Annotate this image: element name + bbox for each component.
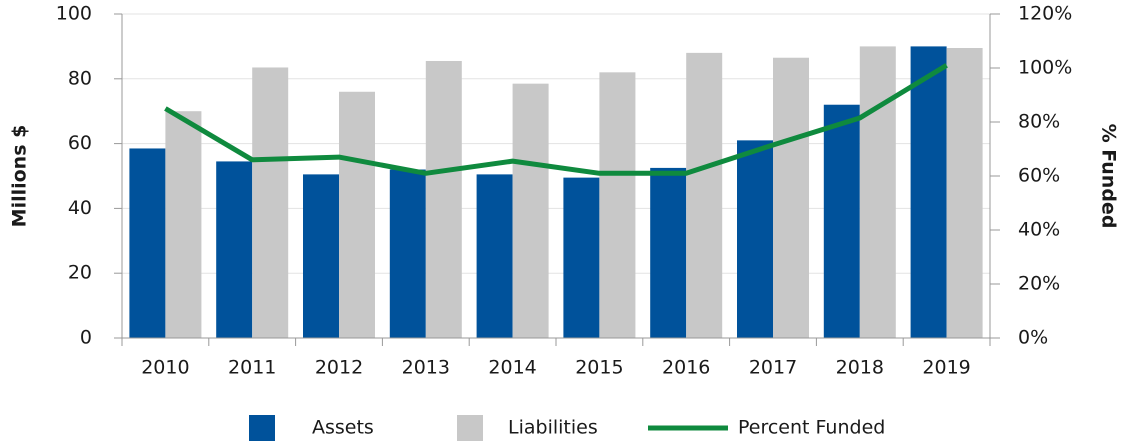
bar — [773, 57, 809, 339]
y2-tick-label: 0% — [1018, 327, 1048, 349]
bar — [737, 140, 773, 338]
y2-axis-title: % Funded — [1098, 124, 1120, 229]
y-tick-label: 20 — [68, 262, 92, 284]
x-tick-label: 2019 — [922, 357, 970, 379]
bar — [476, 174, 513, 338]
y-tick-label: 0 — [80, 327, 92, 349]
y-tick-label: 100 — [56, 3, 92, 25]
x-tick-label: 2012 — [315, 357, 363, 379]
y2-tick-label: 80% — [1018, 111, 1060, 133]
x-tick-label: 2014 — [488, 357, 536, 379]
bar — [946, 48, 983, 339]
bar — [823, 104, 860, 338]
legend-swatch — [249, 415, 275, 441]
bar — [563, 177, 600, 338]
y2-tick-label: 20% — [1018, 273, 1060, 295]
y2-tick-label: 60% — [1018, 165, 1060, 187]
bar — [129, 148, 166, 338]
bar — [599, 72, 636, 338]
y2-tick-label: 120% — [1018, 3, 1072, 25]
bar — [389, 169, 426, 338]
y-tick-label: 80 — [68, 67, 92, 89]
y-tick-label: 60 — [68, 132, 92, 154]
x-tick-label: 2011 — [228, 357, 276, 379]
bar — [650, 167, 687, 338]
bar — [910, 46, 947, 339]
bar — [252, 67, 289, 339]
y-tick-label: 40 — [68, 197, 92, 219]
bar — [216, 161, 253, 338]
legend-label: Liabilities — [508, 417, 598, 439]
y-axis-title: Millions $ — [9, 125, 31, 228]
x-tick-label: 2017 — [749, 357, 797, 379]
legend-label: Assets — [312, 417, 374, 439]
x-tick-label: 2016 — [662, 357, 710, 379]
y2-tick-label: 100% — [1018, 57, 1072, 79]
x-tick-label: 2010 — [141, 357, 189, 379]
bar — [686, 52, 723, 338]
x-tick-label: 2013 — [402, 357, 450, 379]
bar — [339, 91, 375, 338]
x-tick-label: 2015 — [575, 357, 623, 379]
bar — [859, 46, 896, 339]
line — [164, 63, 948, 176]
y2-tick-label: 40% — [1018, 219, 1060, 241]
bar — [425, 60, 462, 338]
x-tick-label: 2018 — [836, 357, 884, 379]
legend-label: Percent Funded — [738, 417, 885, 439]
bar — [303, 174, 339, 338]
legend-swatch — [457, 415, 483, 441]
bar — [512, 83, 549, 338]
bar — [165, 111, 202, 338]
